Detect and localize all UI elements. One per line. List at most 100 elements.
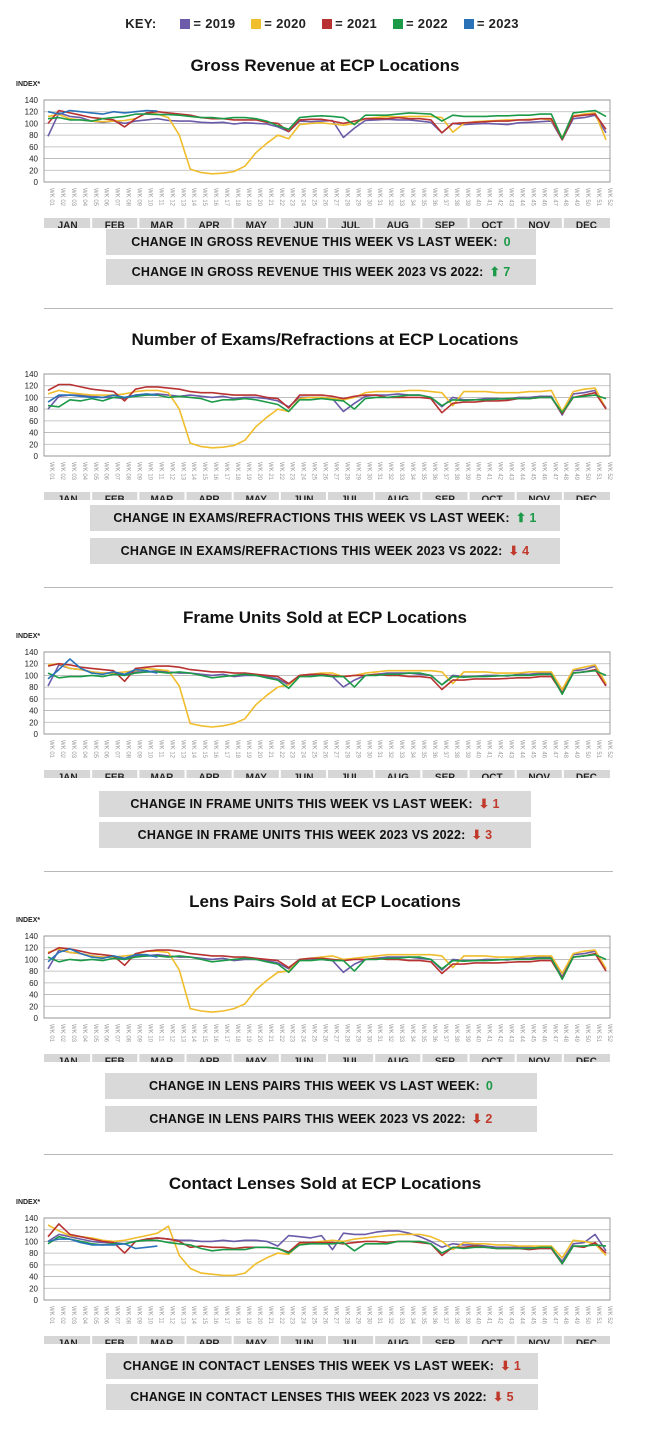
y-tick-label: 100 — [25, 1237, 39, 1246]
month-label: MAR — [151, 1057, 175, 1063]
week-tick-label: WK 11 — [157, 1024, 163, 1042]
week-tick-label: WK 48 — [562, 740, 568, 759]
y-tick-label: 40 — [29, 155, 38, 164]
y-tick-label: 100 — [25, 119, 39, 128]
y-tick-label: 40 — [29, 1273, 38, 1282]
series-line-2019 — [47, 949, 607, 978]
month-label: JAN — [58, 773, 78, 779]
week-tick-label: WK 42 — [497, 740, 503, 759]
week-tick-label: WK 17 — [223, 188, 229, 207]
week-tick-label: WK 27 — [332, 1306, 338, 1325]
week-tick-label: WK 29 — [354, 188, 360, 207]
week-tick-label: WK 13 — [179, 740, 185, 759]
y-axis-label: INDEX* — [16, 633, 40, 640]
legend-item-label: = 2022 — [406, 16, 448, 31]
week-tick-label: WK 32 — [387, 462, 393, 481]
week-tick-label: WK 03 — [70, 740, 76, 759]
callout-text: CHANGE IN FRAME UNITS THIS WEEK 2023 VS … — [137, 828, 466, 842]
y-tick-label: 20 — [29, 1284, 38, 1293]
y-axis-label: INDEX* — [16, 917, 40, 924]
y-tick-label: 40 — [29, 707, 38, 716]
callout-delta: ⬆ 7 — [490, 265, 511, 279]
week-tick-label: WK 52 — [606, 1024, 612, 1043]
legend-item-2023: = 2023 — [463, 16, 519, 31]
week-tick-label: WK 08 — [125, 1306, 131, 1325]
month-label: JAN — [58, 1057, 78, 1063]
week-tick-label: WK 51 — [595, 740, 601, 759]
week-tick-label: WK 43 — [508, 1024, 514, 1043]
week-tick-label: WK 38 — [453, 1306, 459, 1325]
y-tick-label: 0 — [34, 1296, 39, 1305]
week-tick-label: WK 25 — [311, 1024, 317, 1043]
week-tick-label: WK 43 — [508, 740, 514, 759]
week-tick-label: WK 36 — [431, 740, 437, 759]
callout-text: CHANGE IN EXAMS/REFRACTIONS THIS WEEK VS… — [113, 511, 510, 525]
week-tick-label: WK 33 — [398, 740, 404, 759]
month-label: JUL — [341, 221, 360, 229]
week-tick-label: WK 40 — [475, 740, 481, 759]
week-tick-label: WK 47 — [551, 188, 557, 207]
week-tick-label: WK 32 — [387, 1024, 393, 1043]
week-tick-label: WK 25 — [311, 740, 317, 759]
week-tick-label: WK 52 — [606, 1306, 612, 1325]
y-tick-label: 20 — [29, 718, 38, 727]
week-tick-label: WK 12 — [168, 188, 174, 207]
change-2023-vs-2022: CHANGE IN EXAMS/REFRACTIONS THIS WEEK 20… — [90, 538, 560, 564]
week-tick-label: WK 36 — [431, 1024, 437, 1043]
callout-value: 1 — [492, 797, 500, 811]
week-tick-label: WK 22 — [278, 740, 284, 759]
month-label: JUN — [293, 495, 313, 501]
month-label: OCT — [482, 221, 503, 229]
arrow-down-icon: ⬇ — [471, 1112, 483, 1126]
legend-item-2019: = 2019 — [180, 16, 235, 31]
legend-swatch — [463, 19, 474, 29]
y-tick-label: 140 — [25, 932, 39, 941]
week-tick-label: WK 11 — [157, 462, 163, 480]
week-tick-label: WK 12 — [168, 740, 174, 759]
week-tick-label: WK 38 — [453, 462, 459, 481]
month-label: APR — [199, 495, 221, 501]
month-label: JUL — [341, 1339, 360, 1345]
week-tick-label: WK 19 — [245, 462, 251, 481]
week-tick-label: WK 29 — [354, 1306, 360, 1325]
week-tick-label: WK 23 — [289, 462, 295, 481]
week-tick-label: WK 02 — [59, 462, 65, 481]
week-tick-label: WK 37 — [442, 1306, 448, 1325]
callout-text: CHANGE IN CONTACT LENSES THIS WEEK 2023 … — [130, 1390, 487, 1404]
chart-title: Gross Revenue at ECP Locations — [190, 56, 460, 75]
change-2023-vs-2022: CHANGE IN FRAME UNITS THIS WEEK 2023 VS … — [99, 822, 531, 848]
y-tick-label: 120 — [25, 108, 39, 117]
week-tick-label: WK 05 — [92, 1306, 98, 1325]
week-tick-label: WK 31 — [376, 740, 382, 759]
month-label: DEC — [576, 1057, 597, 1063]
month-label: MAR — [151, 495, 175, 501]
week-tick-label: WK 52 — [606, 462, 612, 481]
legend-swatch — [322, 19, 333, 29]
month-label: DEC — [576, 773, 597, 779]
month-label: MAY — [246, 773, 268, 779]
week-tick-label: WK 49 — [573, 462, 579, 481]
week-tick-label: WK 26 — [322, 462, 328, 481]
y-tick-label: 140 — [25, 1214, 39, 1223]
y-tick-label: 40 — [29, 429, 38, 438]
month-label: MAY — [246, 1057, 268, 1063]
week-tick-label: WK 12 — [168, 1024, 174, 1043]
week-tick-label: WK 33 — [398, 188, 404, 207]
callout-value: 5 — [506, 1390, 514, 1404]
month-label: JUL — [341, 773, 360, 779]
week-tick-label: WK 36 — [431, 1306, 437, 1325]
week-tick-label: WK 31 — [376, 462, 382, 481]
y-tick-label: 60 — [29, 417, 38, 426]
week-tick-label: WK 46 — [540, 188, 546, 207]
week-tick-label: WK 43 — [508, 462, 514, 481]
chart-title: Frame Units Sold at ECP Locations — [182, 608, 468, 627]
week-tick-label: WK 35 — [420, 188, 426, 207]
series-line-2022 — [47, 669, 607, 695]
callout-delta: ⬆ 1 — [516, 511, 537, 525]
series-line-2021 — [47, 383, 607, 415]
week-tick-label: WK 20 — [256, 1024, 262, 1043]
week-tick-label: WK 14 — [190, 1024, 196, 1043]
week-tick-label: WK 04 — [81, 462, 87, 481]
month-label: NOV — [528, 1339, 550, 1345]
week-tick-label: WK 24 — [300, 188, 306, 207]
